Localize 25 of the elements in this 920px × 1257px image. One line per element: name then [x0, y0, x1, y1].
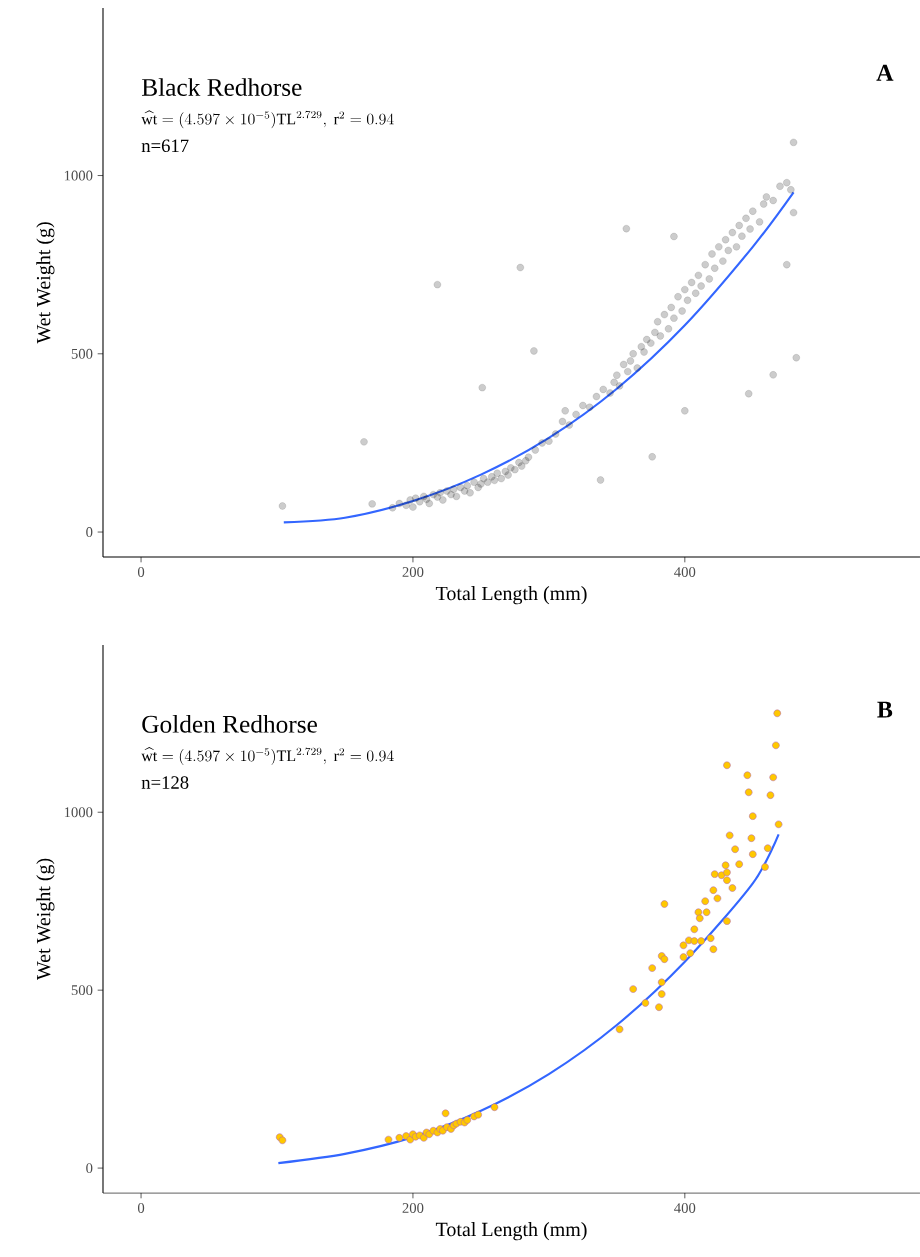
annotation: $\widehat{\mathrm{wt}} = (4.597 \times 10^{-5})\mathrm{TL}^{2.729},\ \mathrm{r}^{2} = 0.94$ — [141, 110, 394, 129]
annotation: B — [877, 701, 893, 718]
x-axis-title: Total Length (mm) — [435, 586, 587, 605]
line-series — [277, 833, 780, 1165]
annotation: n=617 — [141, 139, 189, 153]
y-axis-title: Wet Weight (g) — [36, 222, 55, 344]
x-tick-label: 400 — [674, 567, 696, 577]
x-tick-label: 200 — [402, 567, 424, 577]
x-tick-label: 400 — [674, 1203, 696, 1213]
x-tick-label: 0 — [137, 1203, 145, 1213]
y-tick-label: 1000 — [64, 170, 93, 181]
text: Golden Redhorse — [142, 715, 317, 733]
annotation: A — [876, 64, 894, 81]
y-tick-label: 500 — [71, 348, 93, 359]
y-tick-label: 1000 — [64, 807, 93, 818]
y-tick-label: 0 — [86, 527, 93, 537]
x-axis-title: Total Length (mm) — [435, 1222, 587, 1241]
text: Black Redhorse — [141, 78, 302, 96]
annotation: n=128 — [141, 776, 189, 789]
x-tick-label: 200 — [402, 1203, 424, 1213]
y-tick-label: 0 — [86, 1163, 93, 1174]
x-tick-label: 0 — [137, 567, 145, 577]
y-axis-title: Wet Weight (g) — [36, 858, 55, 981]
annotation: $\widehat{\mathrm{wt}} = (4.597 \times 10^{-5})\mathrm{TL}^{2.729},\ \mathrm{r}^{2} = 0.94$ — [141, 747, 394, 766]
y-tick-label: 500 — [71, 985, 93, 996]
